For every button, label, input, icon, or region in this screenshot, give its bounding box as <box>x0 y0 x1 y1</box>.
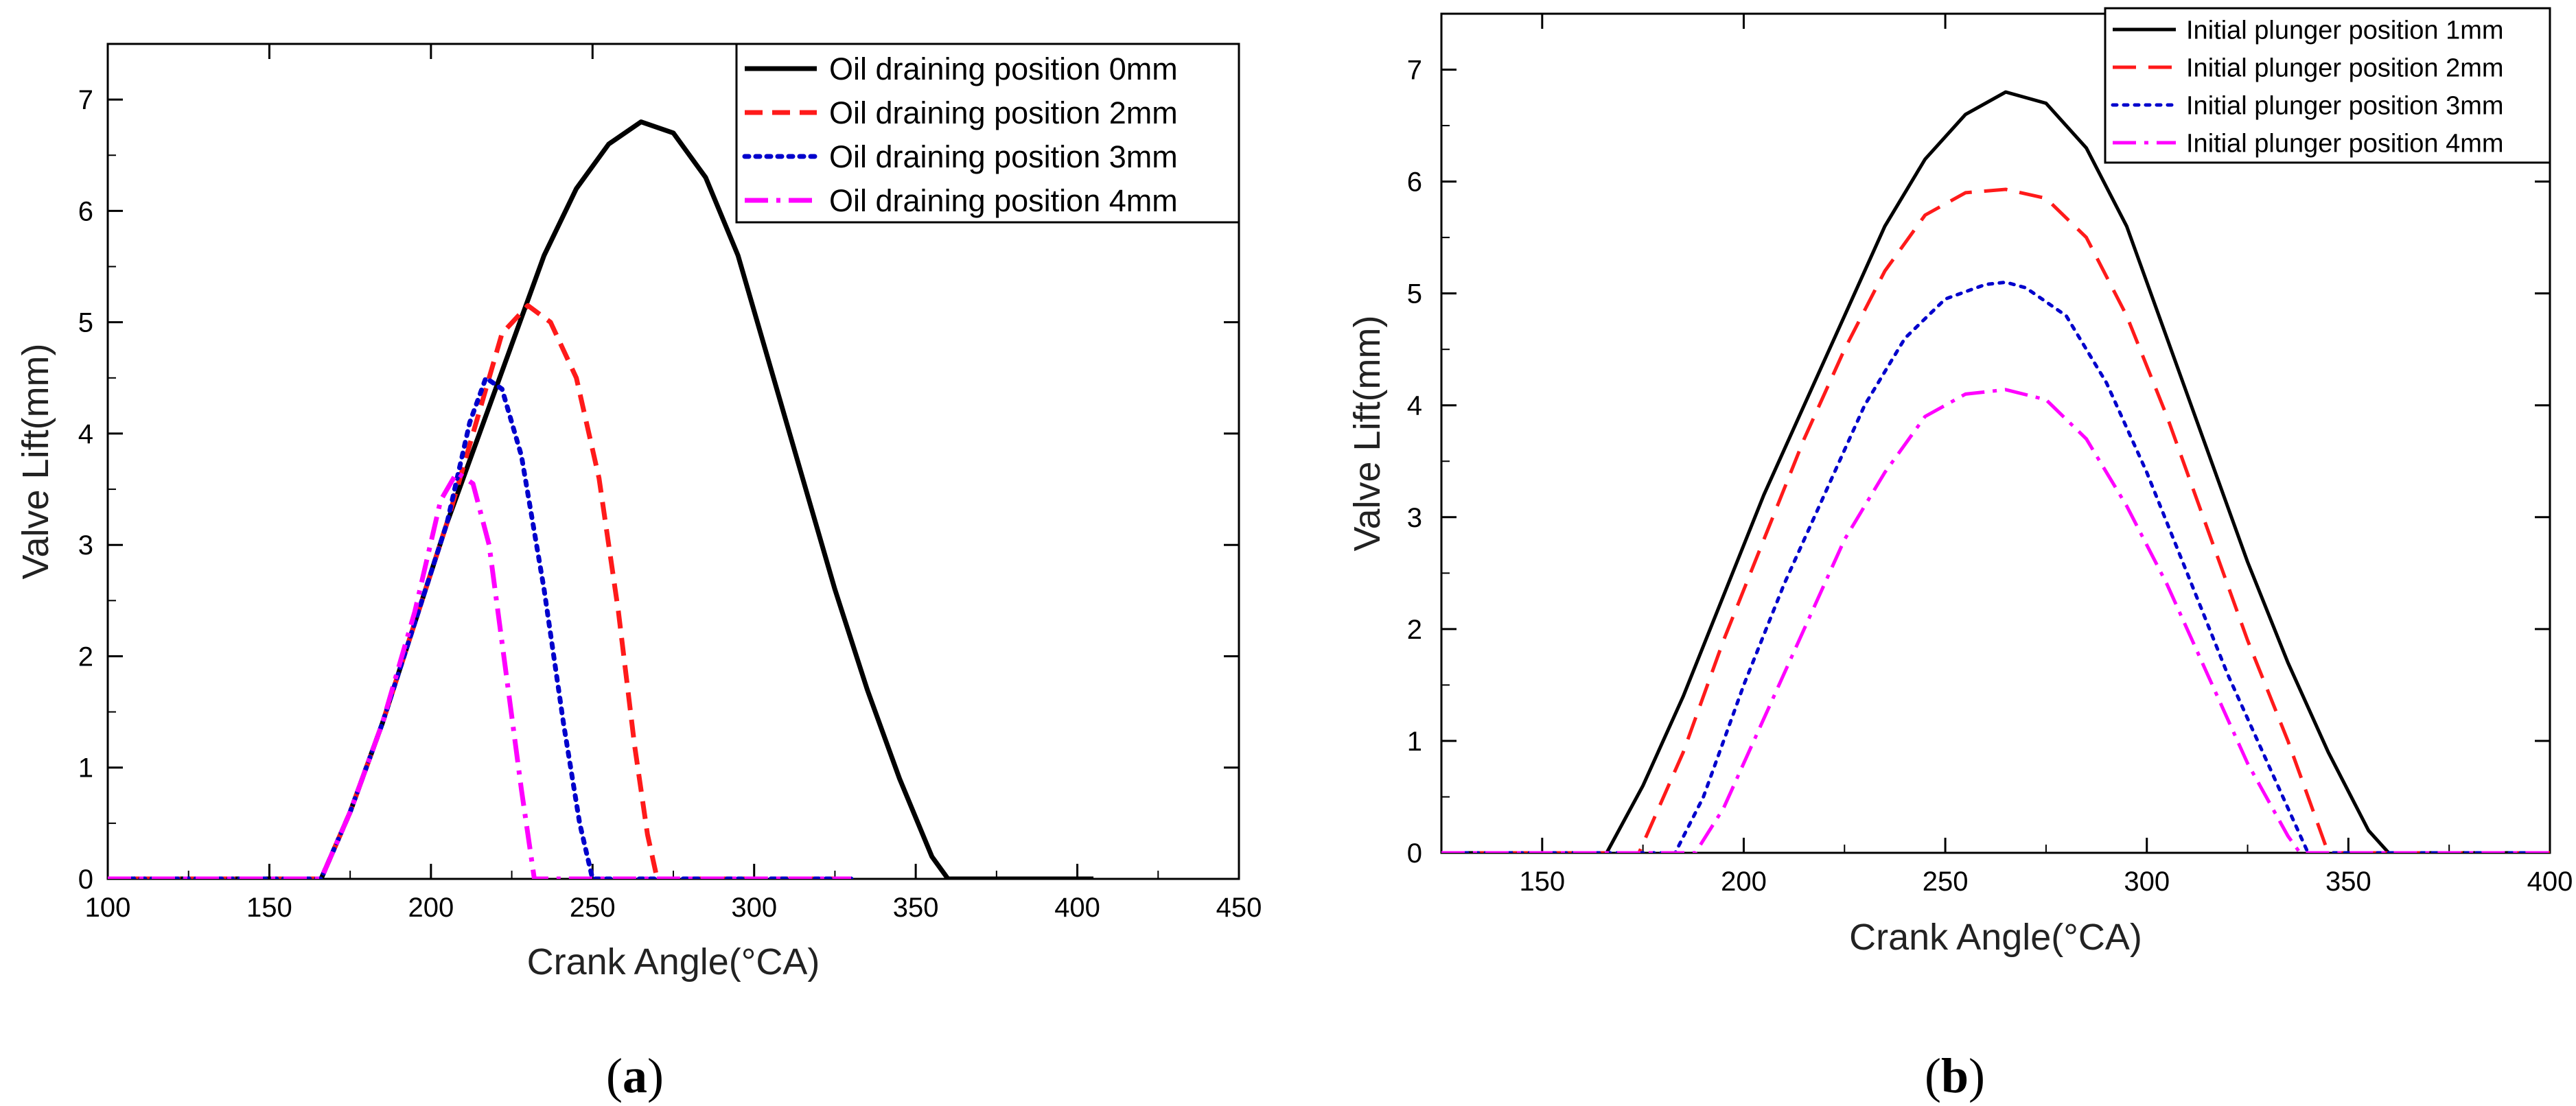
x-axis-title-a: Crank Angle(°CA) <box>527 941 820 983</box>
series-group-a <box>108 119 1094 879</box>
series-line-b-1 <box>1441 90 2550 853</box>
x-tick-label-a: 450 <box>1216 893 1262 923</box>
series-line-b-3 <box>1441 280 2550 853</box>
series-group-b <box>1441 90 2550 853</box>
legend-label-a-4: Oil draining position 4mm <box>829 183 1178 218</box>
y-tick-label-b: 5 <box>1407 279 1422 309</box>
y-tick-label-a: 6 <box>78 196 93 226</box>
legend-a: Oil draining position 0mm Oil draining po… <box>735 43 1240 224</box>
x-tick-label-a: 250 <box>570 893 616 923</box>
y-tick-label-a: 5 <box>78 308 93 338</box>
series-line-a-3 <box>108 375 854 879</box>
y-tick-label-a: 7 <box>78 85 93 115</box>
x-tick-label-b: 250 <box>1923 867 1969 897</box>
x-tick-label-a: 400 <box>1054 893 1100 923</box>
y-tick-label-b: 3 <box>1407 503 1422 533</box>
y-tick-label-b: 1 <box>1407 727 1422 757</box>
panel-b-chart: 150 200 250 300 350 400 0 1 2 3 4 5 6 7 Crank Angle(°C… <box>1347 7 2573 958</box>
y-axis-title-b: Valve Lift(mm) <box>1347 315 1388 551</box>
legend-label-b-2: Initial plunger position 2mm <box>2186 54 2504 83</box>
x-tick-label-b: 350 <box>2325 867 2371 897</box>
y-tick-label-a: 1 <box>78 753 93 784</box>
legend-label-b-3: Initial plunger position 3mm <box>2186 92 2504 121</box>
legend-box-a <box>735 43 1240 224</box>
series-line-b-4 <box>1441 388 2550 853</box>
x-tick-label-b: 150 <box>1519 867 1565 897</box>
legend-label-a-3: Oil draining position 3mm <box>829 139 1178 174</box>
panel-a-chart: 100 150 200 250 300 350 400 450 0 1 2 3 4 5 6 7 Crank An… <box>15 43 1262 983</box>
x-tick-label-a: 200 <box>408 893 454 923</box>
legend-label-b-1: Initial plunger position 1mm <box>2186 16 2504 45</box>
panel-a-label: (a) <box>606 1048 664 1103</box>
panel-b-label: (b) <box>1925 1048 1985 1103</box>
series-line-a-2 <box>108 303 851 879</box>
x-tick-label-a: 150 <box>246 893 292 923</box>
y-tick-label-b: 6 <box>1407 167 1422 198</box>
legend-box-b <box>2104 7 2551 164</box>
x-tick-label-a: 350 <box>893 893 939 923</box>
legend-label-b-4: Initial plunger position 4mm <box>2186 130 2504 158</box>
x-tick-label-a: 100 <box>85 893 131 923</box>
series-line-b-2 <box>1441 187 2550 853</box>
x-tick-label-a: 300 <box>731 893 777 923</box>
x-axis-title-b: Crank Angle(°CA) <box>1849 917 2142 958</box>
y-tick-label-a: 2 <box>78 642 93 672</box>
y-tick-label-a: 0 <box>78 864 93 895</box>
series-line-a-4 <box>108 470 851 879</box>
x-tick-label-b: 200 <box>1721 867 1767 897</box>
legend-label-a-2: Oil draining position 2mm <box>829 95 1178 130</box>
y-axis-title-a: Valve Lift(mm) <box>15 343 56 579</box>
y-tick-label-b: 2 <box>1407 615 1422 645</box>
series-line-a-1 <box>108 119 1094 879</box>
x-tick-label-b: 300 <box>2124 867 2170 897</box>
y-tick-label-a: 4 <box>78 419 93 449</box>
legend-b: Initial plunger position 1mm Initial plun… <box>2104 7 2551 164</box>
y-tick-label-b: 4 <box>1407 391 1422 421</box>
legend-label-a-1: Oil draining position 0mm <box>829 51 1178 86</box>
y-tick-label-b: 0 <box>1407 838 1422 869</box>
plot-frame-b <box>1440 12 2551 854</box>
y-tick-label-a: 3 <box>78 530 93 561</box>
y-tick-label-b: 7 <box>1407 56 1422 86</box>
x-tick-label-b: 400 <box>2527 867 2573 897</box>
